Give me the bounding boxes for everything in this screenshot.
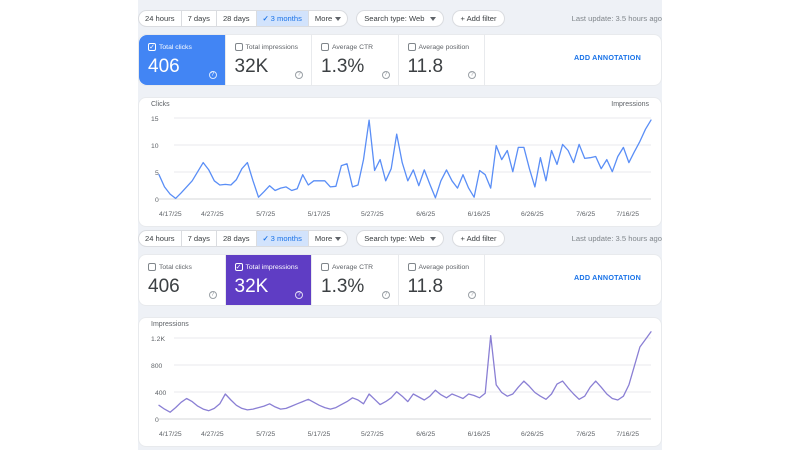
svg-text:6/16/25: 6/16/25: [468, 431, 491, 438]
svg-text:400: 400: [155, 390, 167, 397]
svg-text:0: 0: [155, 417, 159, 424]
svg-text:5: 5: [155, 170, 159, 177]
svg-text:6/26/25: 6/26/25: [521, 211, 544, 218]
svg-text:4/17/25: 4/17/25: [159, 431, 182, 438]
svg-text:5/17/25: 5/17/25: [308, 431, 331, 438]
svg-text:0: 0: [155, 197, 159, 204]
svg-text:1.2K: 1.2K: [151, 336, 165, 343]
svg-text:7/6/25: 7/6/25: [576, 431, 595, 438]
svg-text:7/6/25: 7/6/25: [576, 211, 595, 218]
svg-text:6/6/25: 6/6/25: [416, 211, 435, 218]
svg-text:800: 800: [151, 363, 163, 370]
svg-text:5/27/25: 5/27/25: [361, 211, 384, 218]
svg-text:6/16/25: 6/16/25: [468, 211, 491, 218]
svg-text:7/16/25: 7/16/25: [616, 431, 639, 438]
svg-text:4/17/25: 4/17/25: [159, 211, 182, 218]
svg-text:4/27/25: 4/27/25: [201, 211, 224, 218]
svg-text:15: 15: [151, 116, 159, 123]
svg-text:5/17/25: 5/17/25: [308, 211, 331, 218]
svg-text:5/7/25: 5/7/25: [256, 431, 275, 438]
svg-text:5/7/25: 5/7/25: [256, 211, 275, 218]
svg-text:7/16/25: 7/16/25: [616, 211, 639, 218]
svg-text:6/26/25: 6/26/25: [521, 431, 544, 438]
svg-text:10: 10: [151, 143, 159, 150]
svg-text:5/27/25: 5/27/25: [361, 431, 384, 438]
svg-text:4/27/25: 4/27/25: [201, 431, 224, 438]
svg-text:6/6/25: 6/6/25: [416, 431, 435, 438]
